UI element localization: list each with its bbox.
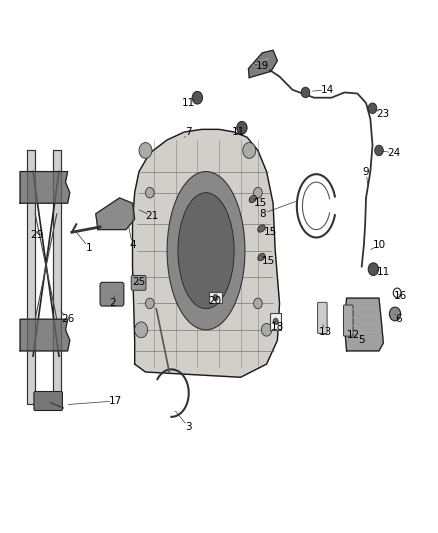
Circle shape xyxy=(254,298,262,309)
Text: 20: 20 xyxy=(208,296,221,306)
Text: 18: 18 xyxy=(271,322,284,332)
FancyBboxPatch shape xyxy=(209,292,222,303)
Text: 3: 3 xyxy=(185,422,192,432)
Circle shape xyxy=(368,263,378,276)
Text: 14: 14 xyxy=(321,85,334,95)
FancyBboxPatch shape xyxy=(34,392,63,410)
FancyBboxPatch shape xyxy=(100,282,124,306)
FancyBboxPatch shape xyxy=(131,276,146,290)
Polygon shape xyxy=(27,150,35,403)
Text: 25: 25 xyxy=(132,277,145,287)
Polygon shape xyxy=(248,50,277,78)
Text: 15: 15 xyxy=(264,227,278,237)
Text: 19: 19 xyxy=(256,61,269,71)
Text: 12: 12 xyxy=(346,330,360,340)
Polygon shape xyxy=(53,150,61,403)
Ellipse shape xyxy=(178,192,234,309)
Text: 15: 15 xyxy=(262,256,276,266)
Polygon shape xyxy=(133,130,279,377)
FancyBboxPatch shape xyxy=(270,313,281,330)
Circle shape xyxy=(213,294,218,301)
Text: 11: 11 xyxy=(377,267,390,277)
Ellipse shape xyxy=(258,225,265,232)
Text: 16: 16 xyxy=(394,290,407,301)
Ellipse shape xyxy=(258,253,265,261)
Text: 21: 21 xyxy=(145,212,159,221)
Circle shape xyxy=(261,324,272,336)
FancyBboxPatch shape xyxy=(343,305,353,336)
Text: 5: 5 xyxy=(358,335,365,345)
Ellipse shape xyxy=(249,196,256,203)
Text: 11: 11 xyxy=(182,98,195,108)
Polygon shape xyxy=(96,198,134,230)
Circle shape xyxy=(254,188,262,198)
Polygon shape xyxy=(344,298,383,351)
Circle shape xyxy=(145,188,154,198)
Text: 24: 24 xyxy=(388,148,401,158)
Text: 26: 26 xyxy=(61,314,74,324)
Text: 1: 1 xyxy=(86,243,92,253)
Text: 13: 13 xyxy=(318,327,332,337)
Text: 17: 17 xyxy=(109,396,122,406)
Text: 2: 2 xyxy=(110,298,117,309)
Circle shape xyxy=(134,322,148,338)
Circle shape xyxy=(237,122,247,134)
Circle shape xyxy=(139,142,152,158)
Circle shape xyxy=(301,87,310,98)
Text: 15: 15 xyxy=(254,198,267,208)
Circle shape xyxy=(243,142,256,158)
Text: 23: 23 xyxy=(377,109,390,118)
Circle shape xyxy=(368,103,377,114)
Text: 11: 11 xyxy=(232,127,245,137)
Text: 10: 10 xyxy=(372,240,385,251)
Circle shape xyxy=(273,318,278,325)
Text: 8: 8 xyxy=(259,209,265,219)
Circle shape xyxy=(145,298,154,309)
Text: 29: 29 xyxy=(31,230,44,240)
Text: 7: 7 xyxy=(185,127,192,137)
Polygon shape xyxy=(20,319,70,351)
FancyBboxPatch shape xyxy=(318,302,327,334)
Text: 6: 6 xyxy=(395,314,402,324)
Polygon shape xyxy=(20,172,70,203)
Text: 9: 9 xyxy=(363,166,369,176)
Ellipse shape xyxy=(167,172,245,330)
Text: 4: 4 xyxy=(129,240,136,251)
Circle shape xyxy=(192,91,202,104)
Circle shape xyxy=(389,307,401,321)
Circle shape xyxy=(374,145,383,156)
